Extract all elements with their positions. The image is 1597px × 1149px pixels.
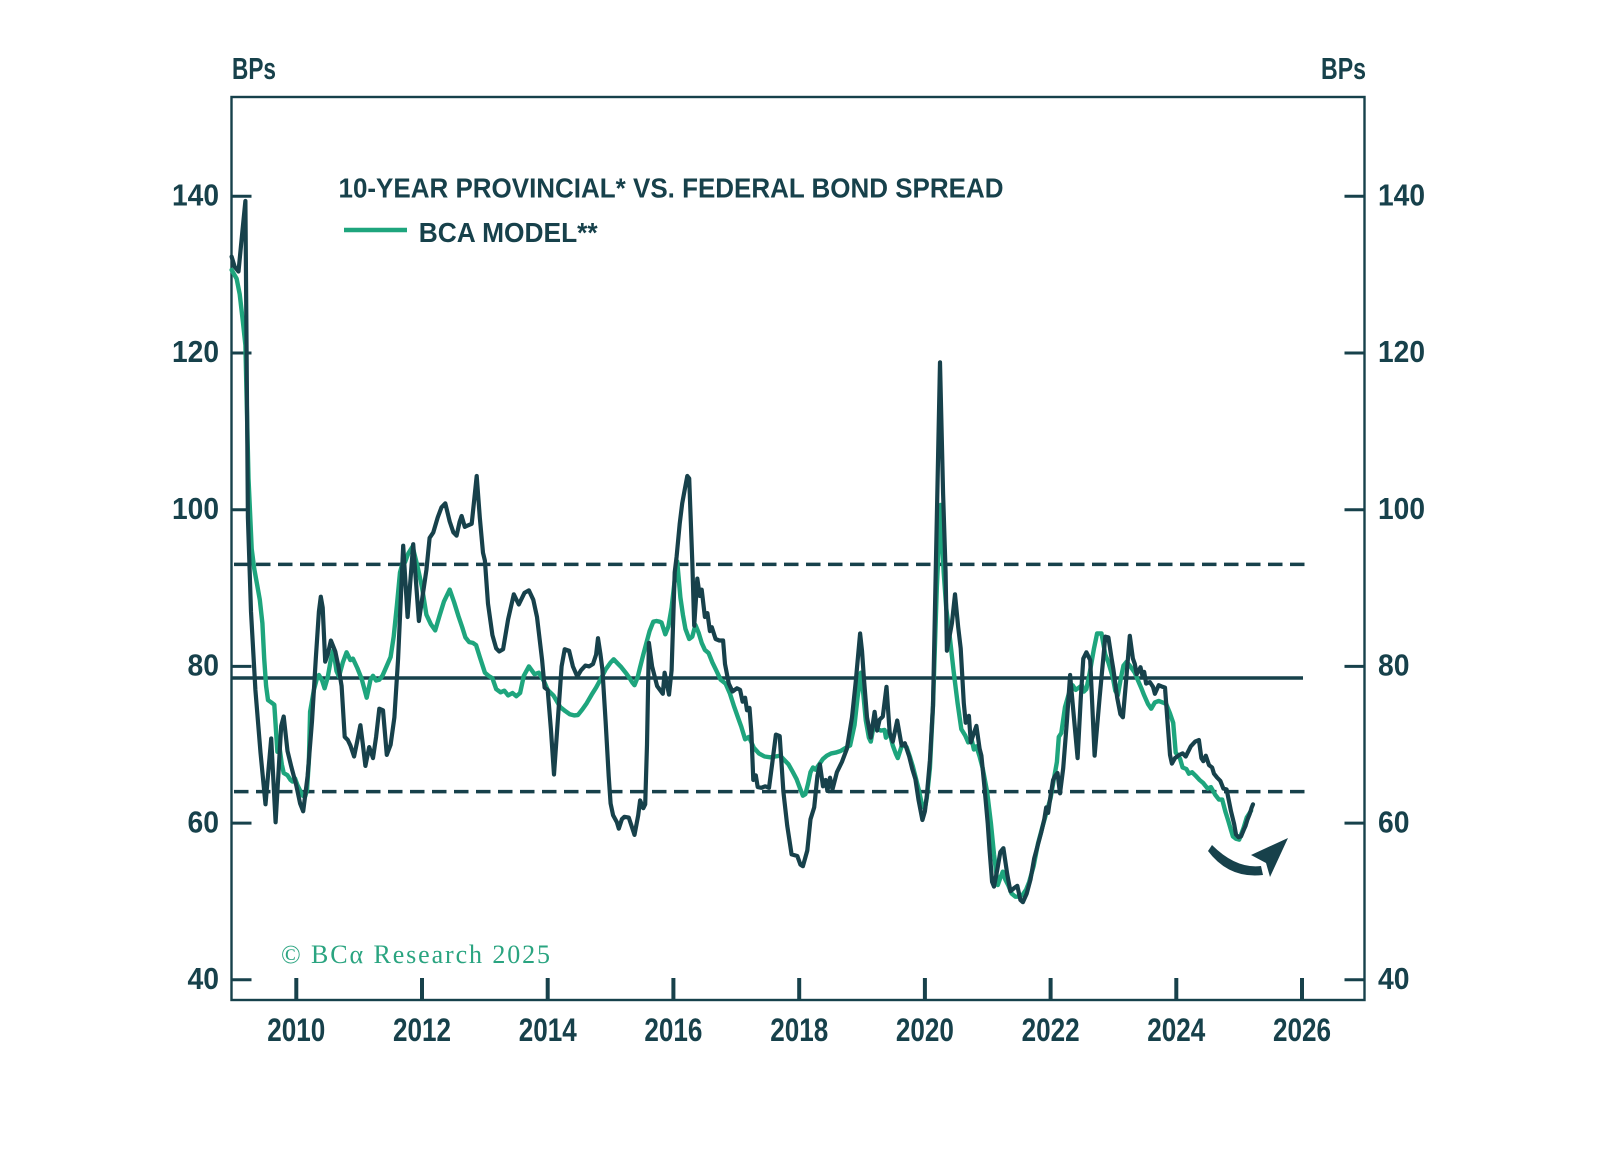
svg-text:2022: 2022 — [1022, 1012, 1080, 1048]
svg-text:40: 40 — [1378, 961, 1410, 996]
svg-text:120: 120 — [1378, 334, 1425, 369]
svg-text:140: 140 — [1378, 178, 1425, 213]
svg-text:2026: 2026 — [1273, 1012, 1331, 1048]
svg-text:2010: 2010 — [267, 1012, 325, 1048]
svg-text:80: 80 — [1378, 648, 1410, 683]
svg-text:2024: 2024 — [1147, 1012, 1205, 1048]
svg-text:2012: 2012 — [393, 1012, 451, 1048]
svg-text:BCA MODEL**: BCA MODEL** — [419, 217, 598, 248]
svg-text:2020: 2020 — [896, 1012, 954, 1048]
svg-text:© BCα Research 2025: © BCα Research 2025 — [281, 940, 552, 969]
svg-text:100: 100 — [1378, 491, 1425, 526]
svg-text:BPs: BPs — [232, 51, 276, 86]
svg-text:BPs: BPs — [1321, 51, 1366, 86]
svg-text:140: 140 — [172, 178, 219, 213]
svg-text:40: 40 — [188, 961, 220, 996]
svg-text:120: 120 — [172, 334, 219, 369]
svg-text:60: 60 — [1378, 804, 1410, 839]
svg-text:10-YEAR PROVINCIAL* VS. FEDERA: 10-YEAR PROVINCIAL* VS. FEDERAL BOND SPR… — [339, 173, 1004, 204]
svg-text:2018: 2018 — [770, 1012, 828, 1048]
svg-text:2016: 2016 — [644, 1012, 702, 1048]
svg-text:80: 80 — [188, 648, 220, 683]
svg-text:2014: 2014 — [519, 1012, 577, 1048]
svg-text:60: 60 — [188, 804, 220, 839]
svg-text:100: 100 — [172, 491, 219, 526]
